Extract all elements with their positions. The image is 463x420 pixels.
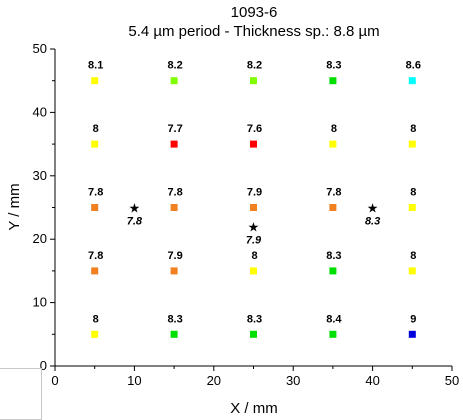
y-tick-label: 30 (33, 168, 47, 183)
data-label: 7.8 (88, 187, 103, 199)
data-points: 8.1 8.2 8.2 8.3 8.6 8 7.7 7.6 8 8 7.8 7.8 7.9 7.8 8 7.8… (88, 60, 421, 338)
data-point (170, 204, 178, 211)
data-label: 8 (410, 187, 416, 199)
data-label: 7.8 (167, 187, 182, 199)
x-axis-ticks: 0 10 20 30 40 50 (51, 366, 459, 388)
data-label: 7.9 (167, 250, 182, 262)
y-tick-label: 10 (33, 295, 47, 310)
x-tick-label: 0 (51, 373, 58, 388)
y-axis-label: Y / mm (6, 183, 23, 230)
data-point (170, 77, 178, 85)
data-label: 8 (93, 123, 99, 135)
x-tick-label: 40 (365, 373, 379, 388)
star-marker: ★ (248, 221, 260, 236)
data-point (250, 267, 257, 275)
data-point (250, 204, 257, 211)
y-tick-label: 20 (33, 231, 47, 246)
data-label: 7.8 (88, 250, 103, 262)
data-point (408, 267, 416, 275)
x-tick-label: 20 (207, 373, 221, 388)
x-tick-label: 50 (445, 373, 459, 388)
star-label: 7.8 (127, 216, 143, 228)
data-point (170, 330, 178, 338)
y-tick-label: 40 (33, 104, 47, 119)
data-label: 8.3 (326, 60, 341, 72)
data-label: 8.3 (167, 313, 182, 325)
data-point (91, 77, 99, 85)
data-point (170, 140, 178, 148)
data-point (329, 140, 337, 148)
data-point (250, 77, 257, 85)
data-point (170, 267, 178, 275)
data-label: 8 (251, 250, 257, 262)
x-tick-label: 30 (286, 373, 300, 388)
data-label: 8 (93, 313, 99, 325)
data-label: 8.6 (406, 60, 421, 72)
data-label: 8.2 (247, 60, 262, 72)
star-label: 8.3 (365, 216, 380, 228)
data-label: 8.4 (326, 313, 342, 325)
y-tick-label: 50 (33, 41, 47, 56)
x-tick-label: 10 (127, 373, 141, 388)
data-label: 7.6 (247, 123, 262, 135)
data-point (329, 267, 337, 275)
data-label: 7.7 (167, 123, 182, 135)
chart-title: 1093-6 (231, 4, 278, 21)
data-point (91, 140, 99, 148)
data-label: 8 (410, 250, 416, 262)
data-point (329, 204, 337, 211)
data-label: 9 (410, 313, 416, 325)
data-label: 8.3 (247, 313, 262, 325)
data-point (408, 77, 416, 85)
data-point (91, 267, 99, 275)
data-point (408, 204, 416, 211)
panel-corner-box (0, 368, 42, 420)
data-point (408, 330, 416, 338)
data-label: 8.3 (326, 250, 341, 262)
star-marker: ★ (129, 202, 141, 217)
data-label: 8 (331, 123, 337, 135)
y-tick-label: 0 (40, 358, 47, 373)
data-point (91, 330, 99, 338)
data-label: 8 (410, 123, 416, 135)
data-point (329, 330, 337, 338)
data-label: 7.8 (326, 187, 341, 199)
data-point (329, 77, 337, 85)
data-point (250, 330, 257, 338)
data-label: 8.1 (88, 60, 103, 72)
y-axis-ticks: 0 10 20 30 40 50 (33, 41, 55, 373)
data-label: 7.9 (247, 187, 262, 199)
data-point (91, 204, 99, 211)
star-marker: ★ (367, 202, 379, 217)
data-point (408, 140, 416, 148)
x-axis-label: X / mm (230, 400, 278, 417)
star-markers: ★7.8 ★7.9★8.3 (127, 202, 380, 247)
data-label: 8.2 (167, 60, 182, 72)
data-point (250, 140, 257, 148)
chart-subtitle: 5.4 µm period - Thickness sp.: 8.8 µm (128, 23, 379, 40)
star-label: 7.9 (246, 235, 262, 247)
